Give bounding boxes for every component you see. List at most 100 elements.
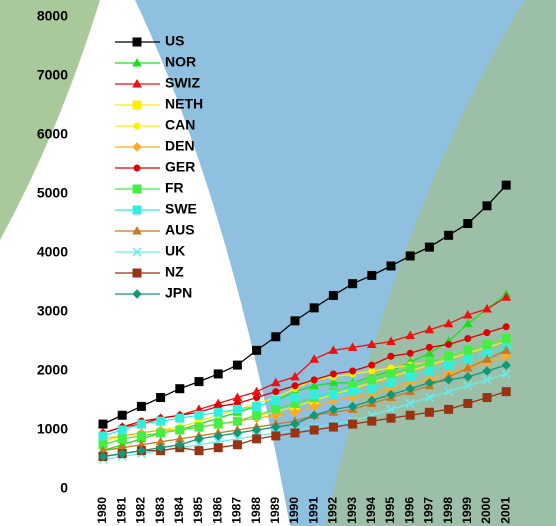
marker (462, 309, 473, 319)
series-line (102, 355, 507, 440)
marker (271, 404, 281, 414)
marker (194, 377, 204, 387)
legend-label: NZ (165, 264, 184, 280)
marker (175, 440, 185, 450)
marker (482, 304, 492, 313)
marker (482, 354, 492, 363)
marker (309, 303, 319, 313)
legend-label: AUS (165, 222, 195, 238)
marker (310, 376, 318, 384)
marker (348, 387, 358, 397)
marker (444, 360, 454, 370)
marker (271, 422, 281, 432)
marker (156, 428, 166, 438)
marker (194, 422, 204, 432)
marker (290, 428, 300, 438)
marker (482, 393, 492, 403)
marker (348, 279, 358, 289)
series-line (102, 364, 507, 458)
x-tick-label: 1992 (326, 497, 340, 524)
marker (136, 445, 147, 456)
marker (386, 404, 396, 414)
marker (347, 342, 358, 351)
marker (463, 354, 473, 364)
x-tick-label: 1998 (441, 497, 455, 524)
marker (117, 410, 127, 420)
marker (444, 404, 454, 414)
x-tick-label: 1996 (402, 497, 416, 524)
marker (444, 387, 454, 397)
y-tick-label: 5000 (37, 185, 68, 201)
marker (405, 383, 415, 394)
marker (462, 363, 473, 372)
marker (386, 261, 396, 271)
marker (463, 398, 473, 408)
legend-label: US (165, 33, 184, 49)
marker (309, 354, 320, 363)
x-tick-label: 1993 (345, 497, 359, 524)
x-tick-label: 1995 (383, 497, 397, 524)
legend-marker (132, 78, 142, 88)
marker (424, 366, 434, 376)
x-tick-label: 2000 (479, 497, 493, 524)
marker (252, 401, 262, 411)
marker (482, 375, 492, 385)
marker (482, 201, 492, 211)
marker (386, 378, 396, 388)
marker (271, 332, 281, 342)
x-tick-label: 1985 (191, 497, 205, 524)
marker (252, 345, 262, 355)
marker (117, 434, 127, 444)
marker (175, 413, 185, 423)
marker (367, 395, 377, 406)
marker (251, 386, 262, 396)
marker (271, 396, 281, 405)
legend-marker (132, 100, 142, 110)
marker (482, 339, 492, 349)
series-line (102, 391, 507, 458)
legend-marker (132, 142, 142, 152)
marker (213, 407, 223, 417)
marker (309, 425, 319, 435)
marker (328, 345, 339, 354)
y-tick-label: 0 (60, 480, 68, 496)
marker (443, 318, 454, 328)
marker (386, 389, 396, 400)
marker (156, 416, 166, 426)
marker (405, 398, 415, 408)
marker (387, 352, 395, 360)
marker (405, 372, 415, 382)
marker (501, 387, 511, 397)
marker (424, 324, 435, 334)
legend-label: NOR (165, 54, 196, 70)
marker (463, 345, 473, 355)
marker (156, 393, 166, 403)
legend-marker (132, 225, 142, 235)
marker (194, 434, 204, 444)
marker (290, 419, 300, 429)
x-tick-label: 1981 (114, 497, 128, 524)
marker (232, 416, 242, 426)
marker (328, 377, 339, 387)
marker (424, 378, 435, 388)
legend-label: JPN (165, 285, 192, 301)
legend-marker (133, 164, 141, 172)
marker (309, 410, 319, 420)
legend-marker (132, 37, 142, 47)
marker (328, 290, 338, 300)
marker (136, 431, 146, 441)
marker (445, 340, 453, 348)
marker (443, 375, 454, 385)
marker (251, 425, 262, 435)
marker (501, 360, 511, 370)
x-tick-label: 1997 (422, 497, 436, 524)
marker (347, 401, 358, 412)
marker (213, 431, 223, 441)
marker (501, 180, 511, 190)
marker (348, 419, 358, 429)
legend-marker (133, 122, 141, 130)
marker (367, 384, 377, 394)
x-tick-label: 1999 (460, 497, 474, 524)
y-tick-label: 6000 (37, 126, 68, 142)
legend-marker (132, 57, 142, 67)
